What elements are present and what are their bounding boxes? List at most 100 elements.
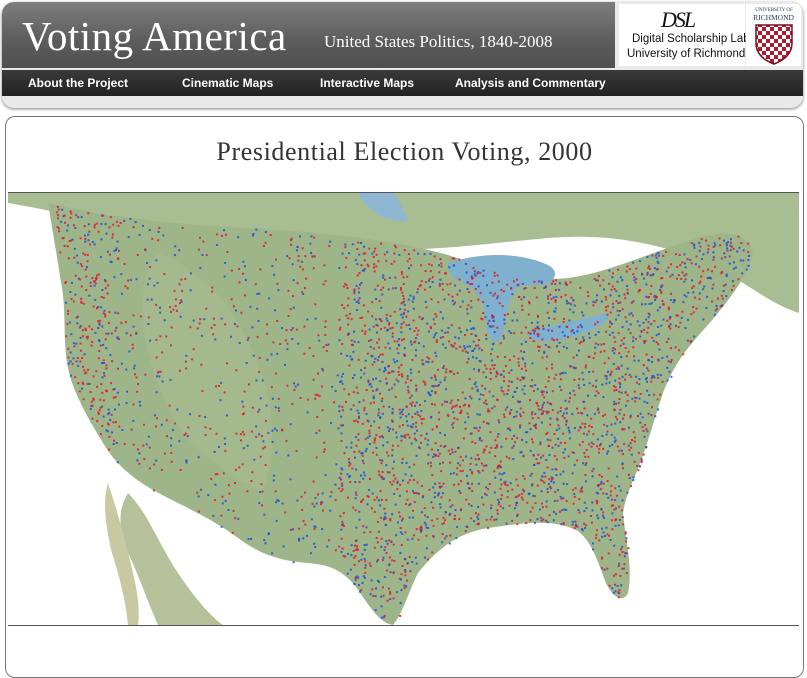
voter-dot — [440, 265, 443, 268]
voter-dot — [258, 356, 261, 359]
voter-dot — [389, 327, 392, 330]
voter-dot — [445, 371, 448, 374]
voter-dot — [620, 391, 623, 394]
voter-dot — [558, 427, 561, 430]
voter-dot — [645, 377, 648, 379]
voter-dot — [216, 473, 219, 476]
university-logo-link[interactable]: UNIVERSITY OF RICHMOND — [746, 4, 801, 66]
voter-dot — [223, 437, 226, 440]
voter-dot — [435, 339, 438, 342]
voter-dot — [533, 287, 536, 289]
voter-dot — [449, 534, 452, 537]
voter-dot — [445, 535, 448, 538]
voter-dot — [614, 590, 617, 593]
voter-dot — [660, 324, 663, 327]
voter-dot — [116, 391, 119, 394]
voter-dot — [431, 276, 434, 279]
voter-dot — [613, 336, 616, 339]
voter-dot — [536, 517, 539, 520]
nav-interactive-maps[interactable]: Interactive Maps — [320, 76, 415, 90]
voter-dot — [257, 410, 260, 413]
voter-dot — [614, 439, 617, 442]
voter-dot — [666, 366, 669, 369]
voter-dot — [471, 277, 474, 280]
voter-dot — [559, 282, 561, 285]
voter-dot — [608, 325, 611, 328]
voter-dot — [444, 445, 447, 447]
voter-dot — [514, 390, 517, 393]
voter-dot — [724, 256, 727, 259]
voter-dot — [203, 318, 206, 321]
voter-dot — [297, 255, 300, 258]
voter-dot — [238, 281, 241, 284]
voter-dot — [619, 489, 622, 492]
voter-dot — [381, 476, 384, 479]
voter-dot — [344, 266, 347, 269]
site-title[interactable]: Voting America — [22, 13, 287, 59]
nav-cinematic-maps[interactable]: Cinematic Maps — [182, 76, 274, 90]
voter-dot — [337, 427, 340, 430]
voter-dot — [478, 458, 481, 461]
voter-dot — [591, 509, 594, 512]
voter-dot — [128, 350, 131, 353]
voter-dot — [541, 393, 544, 396]
voter-dot — [84, 234, 86, 237]
voter-dot — [345, 446, 348, 449]
voter-dot — [384, 546, 387, 549]
voter-dot — [266, 323, 269, 326]
voter-dot — [681, 271, 684, 274]
voter-dot — [583, 339, 585, 341]
voter-dot — [355, 493, 358, 496]
voter-dot — [482, 371, 485, 374]
voter-dot — [538, 346, 541, 348]
dsl-logo-link[interactable]: DSL Digital Scholarship Lab University o… — [619, 4, 750, 66]
voter-dot — [313, 505, 316, 508]
voter-dot — [533, 463, 535, 466]
voter-dot — [712, 256, 715, 259]
voter-dot — [568, 302, 571, 305]
voter-dot — [651, 406, 653, 409]
voter-dot — [403, 347, 406, 350]
voter-dot — [388, 388, 391, 391]
voter-dot — [412, 295, 415, 298]
voter-dot — [571, 520, 574, 523]
election-dot-map[interactable]: Presidential Election Voting 1 dot = 500… — [8, 192, 799, 626]
voter-dot — [604, 374, 607, 377]
voter-dot — [94, 331, 97, 334]
voter-dot — [485, 403, 488, 406]
voter-dot — [389, 592, 392, 595]
nav-about-the-project[interactable]: About the Project — [28, 76, 129, 90]
voter-dot — [85, 336, 88, 339]
voter-dot — [440, 470, 443, 473]
voter-dot — [548, 317, 550, 319]
voter-dot — [642, 430, 645, 433]
nav-analysis-and-commentary[interactable]: Analysis and Commentary — [455, 76, 606, 90]
voter-dot — [388, 276, 391, 279]
voter-dot — [91, 340, 94, 343]
voter-dot — [241, 430, 244, 433]
voter-dot — [547, 483, 550, 486]
voter-dot — [279, 343, 282, 345]
voter-dot — [670, 292, 672, 295]
voter-dot — [473, 520, 476, 523]
voter-dot — [357, 287, 360, 290]
voter-dot — [304, 523, 307, 526]
voter-dot — [599, 350, 602, 353]
voter-dot — [255, 228, 258, 231]
voter-dot — [560, 523, 563, 526]
voter-dot — [281, 429, 284, 432]
voter-dot — [728, 255, 731, 258]
voter-dot — [241, 463, 244, 466]
voter-dot — [268, 297, 271, 300]
voter-dot — [380, 306, 383, 309]
voter-dot — [674, 324, 677, 327]
voter-dot — [160, 423, 163, 426]
voter-dot — [631, 439, 633, 441]
voter-dot — [250, 538, 252, 540]
voter-dot — [650, 302, 653, 305]
voter-dot — [655, 296, 658, 299]
voter-dot — [77, 216, 80, 219]
voter-dot — [485, 494, 488, 497]
voter-dot — [389, 598, 392, 601]
voter-dot — [405, 585, 408, 588]
